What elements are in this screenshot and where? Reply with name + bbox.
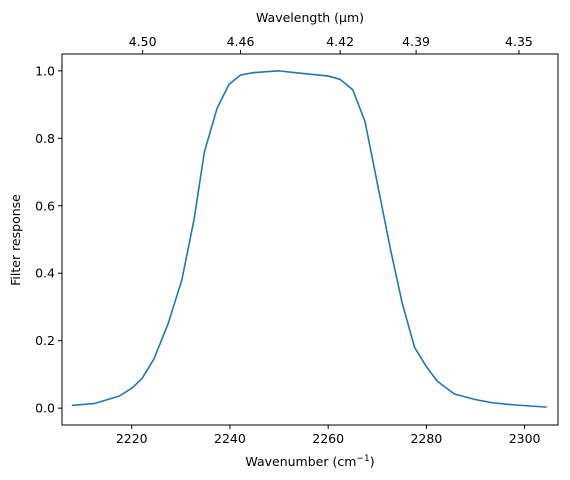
bottom-x-axis: 2220 2240 2260 2280 2300 — [116, 425, 541, 446]
plot-layer — [71, 70, 547, 408]
x-tick-label: 2220 — [116, 431, 148, 446]
top-tick-label: 4.50 — [129, 34, 157, 49]
x-tick-label: 2280 — [410, 431, 442, 446]
x-tick-label: 2300 — [509, 431, 541, 446]
left-y-axis: 0.0 0.2 0.4 0.6 0.8 1.0 — [35, 63, 62, 416]
top-tick-label: 4.46 — [227, 34, 255, 49]
y-tick-label: 0.6 — [35, 198, 55, 213]
y-tick-label: 0.8 — [35, 131, 55, 146]
y-tick-label: 0.2 — [35, 333, 55, 348]
top-x-axis-label: Wavelength (μm) — [256, 10, 364, 25]
y-axis-label: Filter response — [8, 194, 23, 286]
series-line-0 — [71, 70, 547, 408]
x-axis-label-exponent: −1 — [356, 454, 369, 464]
x-tick-label: 2260 — [312, 431, 344, 446]
y-tick-label: 0.0 — [35, 401, 55, 416]
top-x-axis: 4.50 4.46 4.42 4.39 4.35 — [129, 34, 533, 54]
top-tick-label: 4.42 — [326, 34, 354, 49]
x-axis-label: Wavenumber (cm−1) — [245, 454, 374, 469]
y-tick-label: 1.0 — [35, 63, 55, 78]
x-axis-label-close: ) — [370, 454, 375, 469]
x-tick-label: 2240 — [214, 431, 246, 446]
y-tick-label: 0.4 — [35, 266, 55, 281]
plot-frame — [61, 53, 559, 426]
x-axis-label-text: Wavenumber (cm — [245, 454, 356, 469]
top-tick-label: 4.35 — [505, 34, 533, 49]
top-tick-label: 4.39 — [402, 34, 430, 49]
